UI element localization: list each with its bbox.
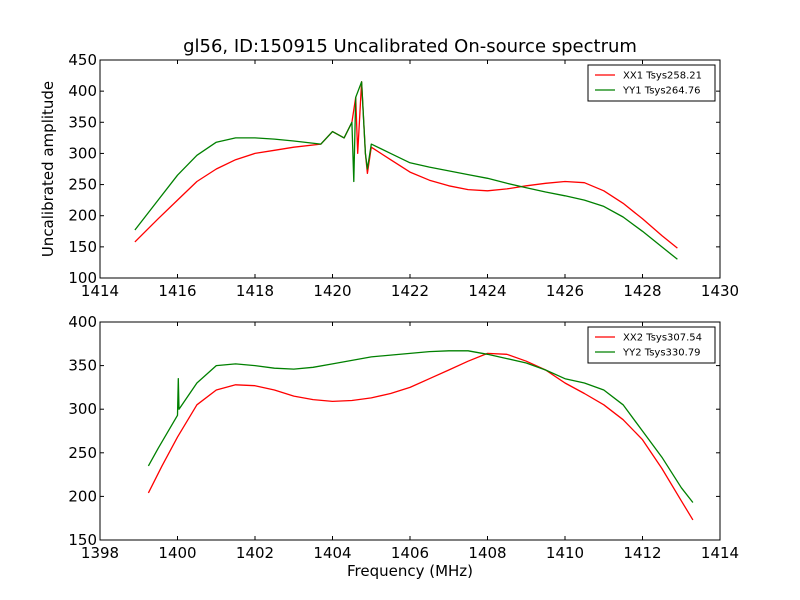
legend-label: XX2 Tsys307.54 xyxy=(623,333,702,344)
y-axis-label: Uncalibrated amplitude xyxy=(39,81,57,257)
legend: XX2 Tsys307.54 YY2 Tsys330.79 xyxy=(587,326,716,364)
x-tick-label: 1404 xyxy=(313,544,351,562)
y-tick-label: 100 xyxy=(68,269,97,287)
series-line-yy2 xyxy=(147,350,694,503)
x-tick-label: 1420 xyxy=(313,282,351,300)
x-axis-label: Frequency (MHz) xyxy=(347,562,473,580)
legend-label: YY1 Tsys264.76 xyxy=(622,86,701,97)
x-tick-label: 1416 xyxy=(158,282,196,300)
y-tick-label: 400 xyxy=(68,82,97,100)
series-line-yy1 xyxy=(134,81,678,260)
x-tick-label: 1418 xyxy=(236,282,274,300)
x-tick-label: 1410 xyxy=(546,544,584,562)
y-tick-label: 200 xyxy=(68,207,97,225)
y-tick-label: 250 xyxy=(68,444,97,462)
x-tick-label: 1408 xyxy=(468,544,506,562)
x-tick-label: 1400 xyxy=(158,544,196,562)
series-line-xx2 xyxy=(147,352,694,521)
y-tick-label: 400 xyxy=(68,313,97,331)
y-tick-label: 200 xyxy=(68,487,97,505)
legend-box xyxy=(587,64,716,102)
x-tick-label: 1412 xyxy=(623,544,661,562)
x-tick-label: 1402 xyxy=(236,544,274,562)
y-tick-label: 150 xyxy=(68,531,97,549)
x-tick-label: 1414 xyxy=(81,282,119,300)
x-tick-label: 1426 xyxy=(546,282,584,300)
subplot-2: 1398 1400 1402 1404 1406 1408 1410 1412 1414 150 2… xyxy=(68,313,739,580)
legend-label: XX1 Tsys258.21 xyxy=(623,71,702,82)
x-tick-label: 1414 xyxy=(701,544,739,562)
legend-label: YY2 Tsys330.79 xyxy=(622,348,701,359)
x-tick-label: 1428 xyxy=(623,282,661,300)
x-tick-label: 1422 xyxy=(391,282,429,300)
y-tick-label: 250 xyxy=(68,176,97,194)
legend-box xyxy=(587,326,716,364)
y-tick-label: 450 xyxy=(68,51,97,69)
subplot-1: gl56, ID:150915 Uncalibrated On-source s… xyxy=(39,36,739,300)
y-tick-label: 300 xyxy=(68,400,97,418)
chart-title: gl56, ID:150915 Uncalibrated On-source s… xyxy=(183,36,637,57)
y-tick-label: 150 xyxy=(68,238,97,256)
y-tick-label: 350 xyxy=(68,357,97,375)
x-tick-label: 1406 xyxy=(391,544,429,562)
x-tick-label: 1398 xyxy=(81,544,119,562)
x-tick-label: 1424 xyxy=(468,282,506,300)
x-tick-label: 1430 xyxy=(701,282,739,300)
y-tick-label: 300 xyxy=(68,144,97,162)
legend: XX1 Tsys258.21 YY1 Tsys264.76 xyxy=(587,64,716,102)
y-tick-label: 350 xyxy=(68,113,97,131)
series-line-xx1 xyxy=(134,81,678,249)
